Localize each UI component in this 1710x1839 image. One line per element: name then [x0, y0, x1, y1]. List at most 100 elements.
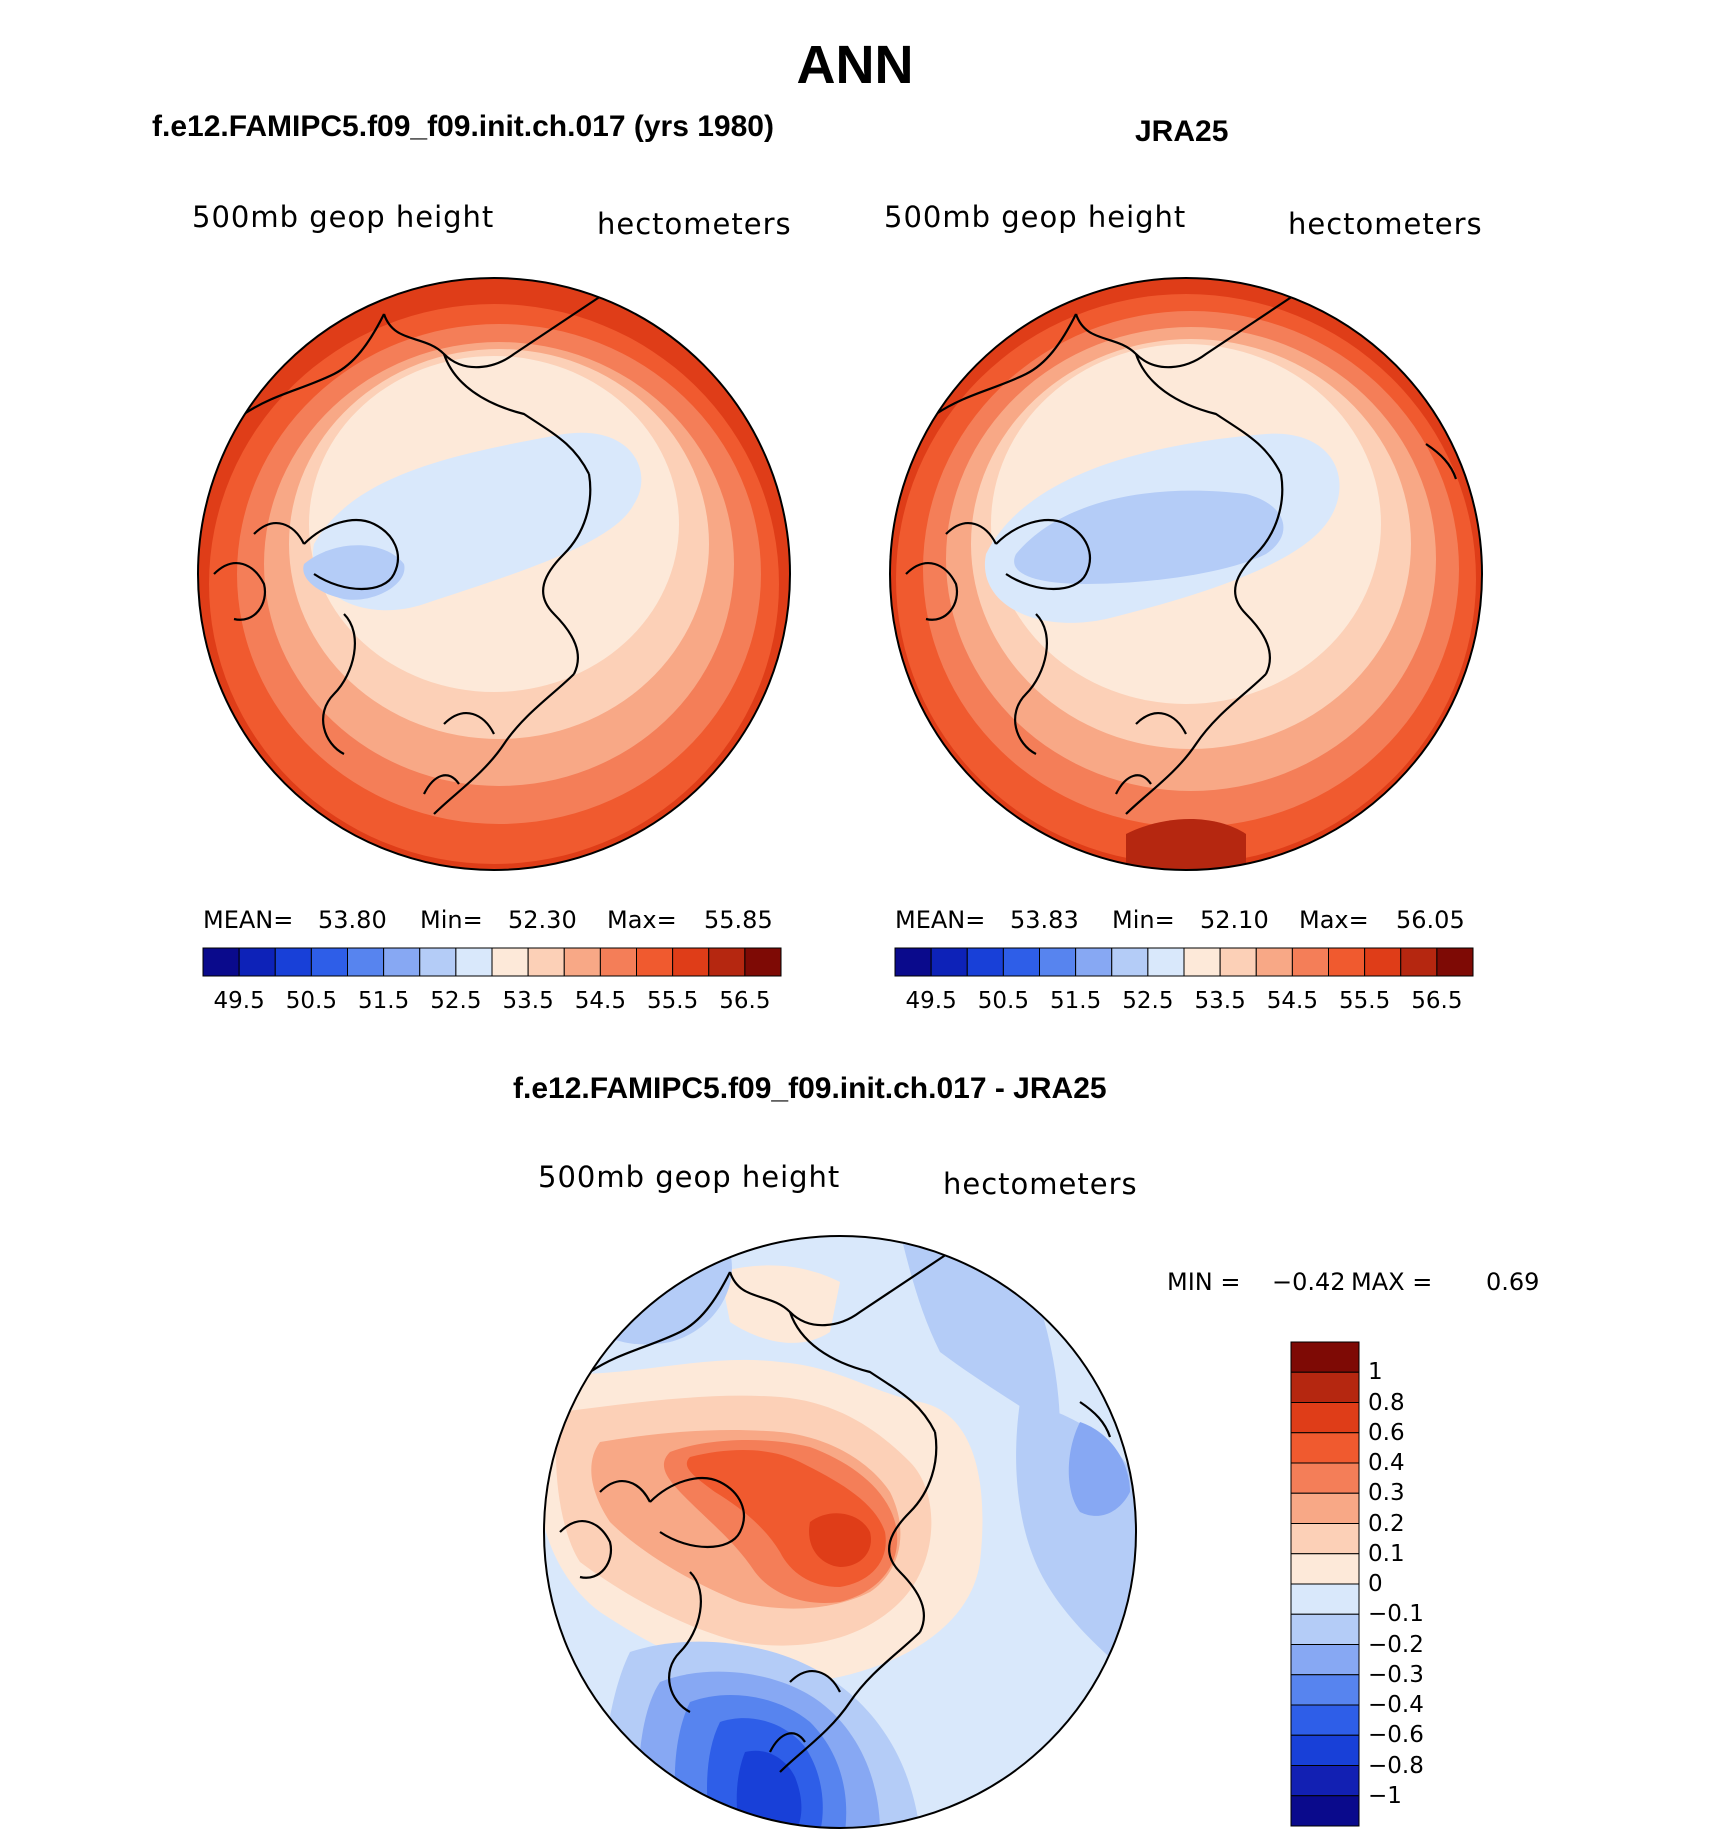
- diff-colorbar-tick-label: −1: [1368, 1782, 1402, 1809]
- diff-colorbar-tick-label: 0: [1368, 1571, 1383, 1597]
- model-colorbar-swatch: [202, 947, 240, 977]
- model-colorbar-swatch: [455, 947, 493, 977]
- obs-colorbar-tick-label: 50.5: [977, 988, 1029, 1014]
- diff-colorbar-swatch: [1290, 1613, 1360, 1645]
- model-colorbar-swatch: [599, 947, 638, 977]
- obs-min-value: 52.10: [1200, 906, 1269, 934]
- obs-colorbar-swatch: [894, 947, 932, 977]
- obs-max-label: Max=: [1299, 906, 1369, 934]
- obs-colorbar-swatch: [1291, 947, 1330, 977]
- diff-units-label: hectometers: [943, 1167, 1138, 1201]
- model-colorbar-swatch: [563, 947, 601, 977]
- diff-colorbar-tick-label: 0.8: [1368, 1389, 1405, 1416]
- obs-colorbar-swatch: [1364, 947, 1402, 977]
- obs-colorbar-tick-label: 56.5: [1411, 988, 1463, 1014]
- obs-colorbar-swatch: [1075, 947, 1113, 977]
- model-colorbar-swatch: [527, 947, 565, 977]
- diff-colorbar-swatch: [1290, 1704, 1360, 1736]
- model-colorbar-swatch: [383, 947, 421, 977]
- diff-colorbar-tick-label: −0.3: [1368, 1661, 1424, 1688]
- diff-colorbar-swatch: [1290, 1795, 1360, 1827]
- obs-colorbar-swatch: [1400, 947, 1438, 977]
- model-colorbar-swatch: [419, 947, 457, 977]
- diff-polar-map: [543, 1235, 1137, 1829]
- obs-mean-label: MEAN=: [895, 906, 986, 934]
- diff-min-label: MIN =: [1167, 1268, 1241, 1296]
- obs-mean-value: 53.83: [1010, 906, 1079, 934]
- obs-colorbar-swatch: [1183, 947, 1221, 977]
- model-min-value: 52.30: [508, 906, 577, 934]
- diff-colorbar-swatch: [1290, 1644, 1360, 1676]
- obs-colorbar-tick-label: 49.5: [905, 988, 957, 1014]
- model-colorbar-tick-label: 55.5: [647, 988, 699, 1014]
- model-panel-title: f.e12.FAMIPC5.f09_f09.init.ch.017 (yrs 1…: [152, 110, 774, 143]
- diff-colorbar-tick-label: 0.3: [1368, 1480, 1405, 1507]
- obs-polar-map: [889, 277, 1483, 871]
- model-variable-label: 500mb geop height: [192, 200, 495, 234]
- model-colorbar-tick-label: 54.5: [574, 988, 626, 1014]
- obs-colorbar-swatch: [1255, 947, 1293, 977]
- diff-colorbar-tick-label: 0.6: [1368, 1419, 1405, 1446]
- model-colorbar-swatch: [708, 947, 746, 977]
- diff-colorbar-swatch: [1290, 1583, 1360, 1615]
- obs-colorbar-tick-label: 51.5: [1050, 988, 1102, 1014]
- model-mean-value: 53.80: [318, 906, 387, 934]
- diff-max-label: MAX =: [1351, 1268, 1433, 1296]
- model-colorbar: [202, 947, 782, 977]
- model-colorbar-swatch: [347, 947, 385, 977]
- obs-variable-label: 500mb geop height: [884, 200, 1187, 234]
- model-colorbar-tick-label: 53.5: [502, 988, 554, 1014]
- obs-colorbar-swatch: [1328, 947, 1366, 977]
- obs-colorbar-tick-label: 55.5: [1339, 988, 1391, 1014]
- diff-colorbar-tick-label: 0.2: [1368, 1510, 1405, 1537]
- diff-min-value: −0.42: [1272, 1268, 1346, 1296]
- obs-colorbar-swatch: [1147, 947, 1185, 977]
- diff-variable-label: 500mb geop height: [538, 1160, 841, 1194]
- obs-min-label: Min=: [1112, 906, 1175, 934]
- diff-colorbar-tick-label: 1: [1368, 1359, 1383, 1386]
- obs-colorbar-tick-label: 54.5: [1266, 988, 1318, 1014]
- diff-max-value: 0.69: [1486, 1268, 1540, 1296]
- obs-colorbar-swatch: [966, 947, 1004, 977]
- diff-colorbar: [1290, 1341, 1360, 1827]
- diff-colorbar-swatch: [1290, 1341, 1360, 1373]
- model-colorbar-swatch: [274, 947, 312, 977]
- diff-colorbar-tick-label: −0.1: [1368, 1601, 1424, 1628]
- diff-colorbar-tick-label: −0.4: [1368, 1692, 1424, 1718]
- model-colorbar-swatch: [744, 947, 782, 977]
- diff-colorbar-swatch: [1290, 1553, 1360, 1585]
- obs-colorbar-swatch: [1111, 947, 1149, 977]
- obs-colorbar-swatch: [1219, 947, 1257, 977]
- obs-colorbar-swatch: [1039, 947, 1077, 977]
- obs-colorbar-swatch: [1436, 947, 1474, 977]
- obs-colorbar-swatch: [930, 947, 968, 977]
- model-max-value: 55.85: [704, 906, 773, 934]
- model-colorbar-swatch: [238, 947, 276, 977]
- model-colorbar-swatch: [636, 947, 674, 977]
- diff-colorbar-tick-label: −0.2: [1368, 1631, 1424, 1658]
- obs-colorbar-tick-label: 53.5: [1194, 988, 1246, 1014]
- obs-colorbar-tick-label: 52.5: [1122, 988, 1174, 1014]
- model-colorbar-tick-label: 49.5: [213, 988, 265, 1014]
- model-colorbar-swatch: [491, 947, 529, 977]
- diff-colorbar-swatch: [1290, 1523, 1360, 1555]
- obs-panel-title: JRA25: [1135, 115, 1229, 148]
- diff-colorbar-tick-label: −0.8: [1368, 1752, 1424, 1779]
- diff-colorbar-swatch: [1290, 1462, 1360, 1494]
- model-mean-label: MEAN=: [203, 906, 294, 934]
- diff-panel-title: f.e12.FAMIPC5.f09_f09.init.ch.017 - JRA2…: [513, 1072, 1107, 1105]
- diff-colorbar-swatch: [1290, 1371, 1360, 1403]
- model-colorbar-tick-label: 51.5: [358, 988, 410, 1014]
- model-colorbar-swatch: [310, 947, 349, 977]
- model-colorbar-tick-label: 50.5: [285, 988, 337, 1014]
- obs-max-value: 56.05: [1396, 906, 1465, 934]
- diff-colorbar-swatch: [1290, 1432, 1360, 1464]
- diff-colorbar-swatch: [1290, 1674, 1360, 1706]
- model-max-label: Max=: [607, 906, 677, 934]
- diff-colorbar-tick-label: 0.4: [1368, 1450, 1405, 1476]
- obs-colorbar-swatch: [1002, 947, 1041, 977]
- obs-colorbar: [894, 947, 1474, 977]
- figure-title: ANN: [796, 35, 914, 95]
- diff-colorbar-tick-label: −0.6: [1368, 1722, 1424, 1749]
- model-colorbar-swatch: [672, 947, 710, 977]
